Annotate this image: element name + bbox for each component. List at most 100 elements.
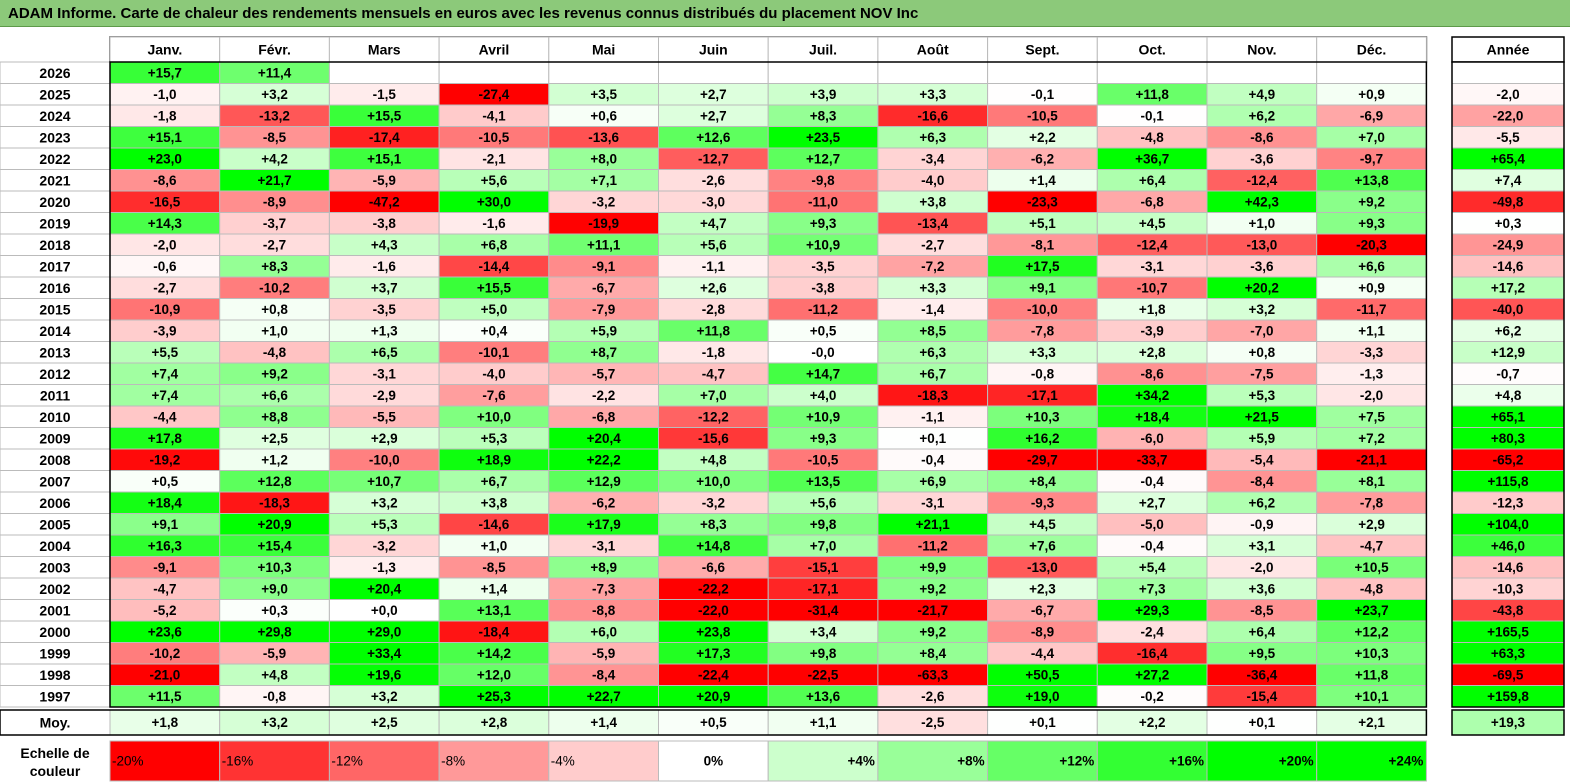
cell-value-label: +11,4 bbox=[258, 65, 292, 80]
cell-value-label: -2,4 bbox=[1141, 624, 1165, 639]
color-scale-label: +20% bbox=[1279, 754, 1314, 769]
year-total-label: -24,9 bbox=[1493, 237, 1524, 252]
cell-value-label: -10,9 bbox=[149, 302, 180, 317]
cell-value-label: +15,4 bbox=[257, 538, 292, 553]
cell-value-label: +13,1 bbox=[477, 603, 512, 618]
cell-value-label: +4,3 bbox=[371, 237, 398, 252]
cell-value-label: +15,5 bbox=[477, 280, 512, 295]
year-row-label: 2018 bbox=[39, 237, 70, 253]
cell-value-label: +6,3 bbox=[919, 130, 946, 145]
cell-value-label: -2,5 bbox=[921, 715, 945, 730]
cell-value-label: -7,6 bbox=[482, 388, 506, 403]
cell-value-label: -20,3 bbox=[1356, 237, 1387, 252]
year-row-label: 2011 bbox=[40, 387, 71, 403]
column-header: Déc. bbox=[1357, 42, 1387, 58]
average-row-border bbox=[0, 709, 1428, 736]
year-total-label: +12,9 bbox=[1491, 345, 1525, 360]
cell-value-label: +1,0 bbox=[261, 323, 288, 338]
cell-value-label: +0,9 bbox=[1358, 87, 1385, 102]
cell-value-label: +0,8 bbox=[261, 302, 288, 317]
year-row-label: 2026 bbox=[39, 65, 70, 81]
cell-value-label: +2,1 bbox=[1358, 715, 1385, 730]
cell-value-label: +3,2 bbox=[261, 87, 288, 102]
cell-value-label: +0,5 bbox=[810, 323, 837, 338]
cell-value-label: -0,0 bbox=[811, 345, 834, 360]
cell-value-label: +5,6 bbox=[481, 173, 508, 188]
cell-value-label: +2,2 bbox=[1139, 715, 1166, 730]
cell-value-label: +10,3 bbox=[257, 560, 292, 575]
cell-value-label: -9,8 bbox=[811, 173, 835, 188]
cell-value-label: +9,3 bbox=[810, 431, 837, 446]
cell-value-label: +42,3 bbox=[1245, 194, 1280, 209]
cell-value-label: -10,7 bbox=[1137, 280, 1168, 295]
cell-value-label: +7,1 bbox=[590, 173, 617, 188]
cell-value-label: +19,6 bbox=[367, 667, 402, 682]
cell-value-label: -4,7 bbox=[702, 366, 725, 381]
cell-value-label: +27,2 bbox=[1135, 667, 1169, 682]
year-total-label: +46,0 bbox=[1491, 538, 1525, 553]
cell-value-label: +12,9 bbox=[587, 474, 621, 489]
year-row-label: 2006 bbox=[39, 495, 70, 511]
cell-value-label: +10,9 bbox=[806, 237, 840, 252]
cell-value-label: +10,3 bbox=[1025, 409, 1060, 424]
cell-value-label: -7,0 bbox=[1250, 323, 1273, 338]
cell-value-label: +0,1 bbox=[1249, 715, 1276, 730]
cell-value-label: +15,1 bbox=[367, 151, 402, 166]
cell-value-label: -0,1 bbox=[1141, 108, 1165, 123]
cell-value-label: +9,2 bbox=[919, 624, 946, 639]
year-total-label: +104,0 bbox=[1487, 517, 1529, 532]
cell-value-label: +1,0 bbox=[481, 538, 508, 553]
cell-value-label: -2,7 bbox=[153, 280, 176, 295]
cell-value-label: +15,1 bbox=[148, 130, 183, 145]
cell-value-label: +11,1 bbox=[587, 237, 621, 252]
cell-value-label: +4,8 bbox=[261, 667, 288, 682]
cell-value-label: +9,2 bbox=[261, 366, 288, 381]
year-total-label: -43,8 bbox=[1493, 603, 1524, 618]
cell-value-label: -4,1 bbox=[482, 108, 506, 123]
cell-value-label: +3,3 bbox=[919, 87, 946, 102]
heatmap-cell bbox=[109, 709, 221, 736]
cell-value-label: +2,8 bbox=[1139, 345, 1166, 360]
cell-value-label: +9,8 bbox=[810, 517, 837, 532]
cell-value-label: +29,0 bbox=[367, 624, 401, 639]
cell-value-label: +5,5 bbox=[152, 345, 179, 360]
cell-value-label: -7,8 bbox=[1360, 495, 1384, 510]
cell-value-label: +22,7 bbox=[587, 689, 621, 704]
year-total-label: +6,2 bbox=[1495, 323, 1522, 338]
cell-value-label: -4,8 bbox=[1141, 130, 1165, 145]
cell-value-label: -2,7 bbox=[921, 237, 944, 252]
cell-value-label: -4,4 bbox=[153, 409, 177, 424]
heatmap-cell bbox=[548, 61, 659, 84]
year-row-label: 1997 bbox=[39, 688, 70, 704]
cell-value-label: -22,2 bbox=[698, 581, 729, 596]
cell-value-label: -8,4 bbox=[1250, 474, 1274, 489]
cell-value-label: +23,8 bbox=[696, 624, 731, 639]
cell-value-label: +22,2 bbox=[587, 452, 621, 467]
color-scale-swatch bbox=[877, 740, 989, 782]
cell-value-label: -0,4 bbox=[921, 452, 945, 467]
cell-value-label: +3,8 bbox=[919, 194, 946, 209]
cell-value-label: -3,0 bbox=[702, 194, 725, 209]
cell-value-label: -23,3 bbox=[1027, 194, 1058, 209]
cell-value-label: -22,4 bbox=[698, 667, 729, 682]
cell-value-label: +17,3 bbox=[696, 646, 731, 661]
cell-value-label: -3,2 bbox=[373, 538, 396, 553]
column-header: Oct. bbox=[1139, 42, 1166, 58]
cell-value-label: +2,2 bbox=[1029, 130, 1056, 145]
color-scale-label: -16% bbox=[222, 754, 254, 769]
page-title: ADAM Informe. Carte de chaleur des rende… bbox=[0, 0, 1570, 27]
cell-value-label: +23,5 bbox=[806, 130, 841, 145]
color-scale-label: -4% bbox=[551, 754, 575, 769]
cell-value-label: -5,9 bbox=[592, 646, 615, 661]
cell-value-label: +7,0 bbox=[700, 388, 727, 403]
cell-value-label: -19,2 bbox=[149, 452, 180, 467]
color-scale-label: +24% bbox=[1388, 754, 1423, 769]
cell-value-label: +8,3 bbox=[261, 259, 288, 274]
color-scale-swatch bbox=[658, 740, 769, 782]
cell-value-label: +7,0 bbox=[1358, 130, 1385, 145]
cell-value-label: +1,4 bbox=[481, 581, 508, 596]
year-row-label: 2016 bbox=[39, 280, 70, 296]
cell-value-label: +10,7 bbox=[367, 474, 401, 489]
column-header: Sept. bbox=[1025, 42, 1059, 58]
cell-value-label: -2,0 bbox=[1360, 388, 1383, 403]
